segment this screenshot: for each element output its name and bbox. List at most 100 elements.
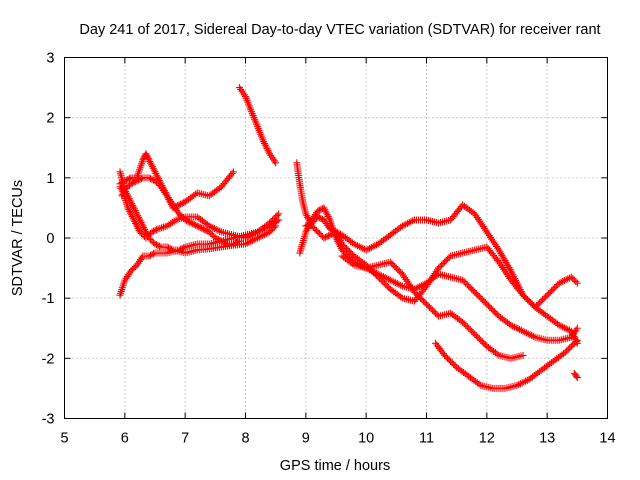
data-point [134,176,142,184]
data-point [377,276,385,284]
data-point [234,238,242,246]
data-point [259,231,267,239]
data-point [153,171,161,179]
data-point [198,224,206,232]
data-point [441,258,449,266]
data-point [336,237,344,245]
data-point [444,255,452,263]
data-point [568,329,576,337]
data-point [314,228,322,236]
data-point [515,381,523,389]
data-point [450,360,458,368]
data-point [132,208,140,216]
data-point [472,332,480,340]
data-point [119,189,127,197]
data-point [321,206,329,214]
data-point [217,237,225,245]
data-point [519,351,527,359]
data-point [504,262,512,270]
data-point [242,234,249,242]
series-trace-6 [235,84,280,167]
data-point [144,154,152,162]
data-point [266,228,274,236]
x-tick-label: 6 [121,431,129,447]
data-point [161,223,169,231]
data-point [466,284,474,292]
data-point [545,290,553,298]
data-point [222,239,230,247]
data-point [175,201,183,209]
data-point [572,372,580,380]
data-point [503,260,511,268]
y-tick-label: 0 [46,231,54,247]
data-point [156,242,164,250]
data-point [539,296,547,304]
data-point [516,380,524,388]
data-point [133,223,141,231]
data-point [347,249,355,257]
data-point [146,251,154,259]
data-point [521,328,529,336]
data-point [409,217,417,225]
data-point [469,287,477,295]
series-trace-4 [116,150,237,212]
data-point [555,279,563,287]
x-tick-label: 7 [181,431,189,447]
data-point [355,243,363,251]
data-point [323,232,331,240]
data-point [341,243,349,251]
data-point [229,240,237,248]
data-point [445,254,453,262]
grid [64,57,608,419]
data-point [460,278,468,286]
data-point [178,245,186,253]
data-point [122,176,130,184]
data-point [311,225,319,233]
data-point [177,200,185,208]
data-point [153,226,161,234]
data-point [212,225,220,233]
data-point [242,240,249,248]
data-point [214,236,222,244]
data-point [148,175,156,183]
data-point [272,213,280,221]
data-point [570,339,578,347]
data-point [419,297,427,305]
data-point [397,293,405,301]
data-point [130,178,138,186]
data-point [309,223,317,231]
data-point [205,228,213,236]
data-point [181,216,189,224]
data-point [184,217,192,225]
data-point [193,222,201,230]
data-point [304,213,312,221]
data-point [498,251,506,259]
data-point [379,278,387,286]
data-point [537,297,545,305]
data-point [490,308,498,316]
y-tick-label: -1 [42,291,55,307]
data-point [145,252,153,260]
data-point [207,223,215,231]
data-point [272,159,280,167]
data-point [122,184,130,192]
data-point [245,238,253,246]
data-point [391,279,399,287]
data-point [124,183,132,191]
data-point [352,241,360,249]
data-point [130,264,138,272]
data-point [262,143,270,151]
data-point [151,168,159,176]
data-point [459,276,467,284]
data-point [376,275,384,283]
data-point [210,225,218,233]
data-point [139,156,147,164]
data-point [462,279,470,287]
data-point [126,209,134,217]
data-point [129,201,137,209]
data-point [429,306,437,314]
data-point [143,232,151,240]
data-point [371,270,379,278]
data-point [252,235,260,243]
data-point [416,283,424,291]
